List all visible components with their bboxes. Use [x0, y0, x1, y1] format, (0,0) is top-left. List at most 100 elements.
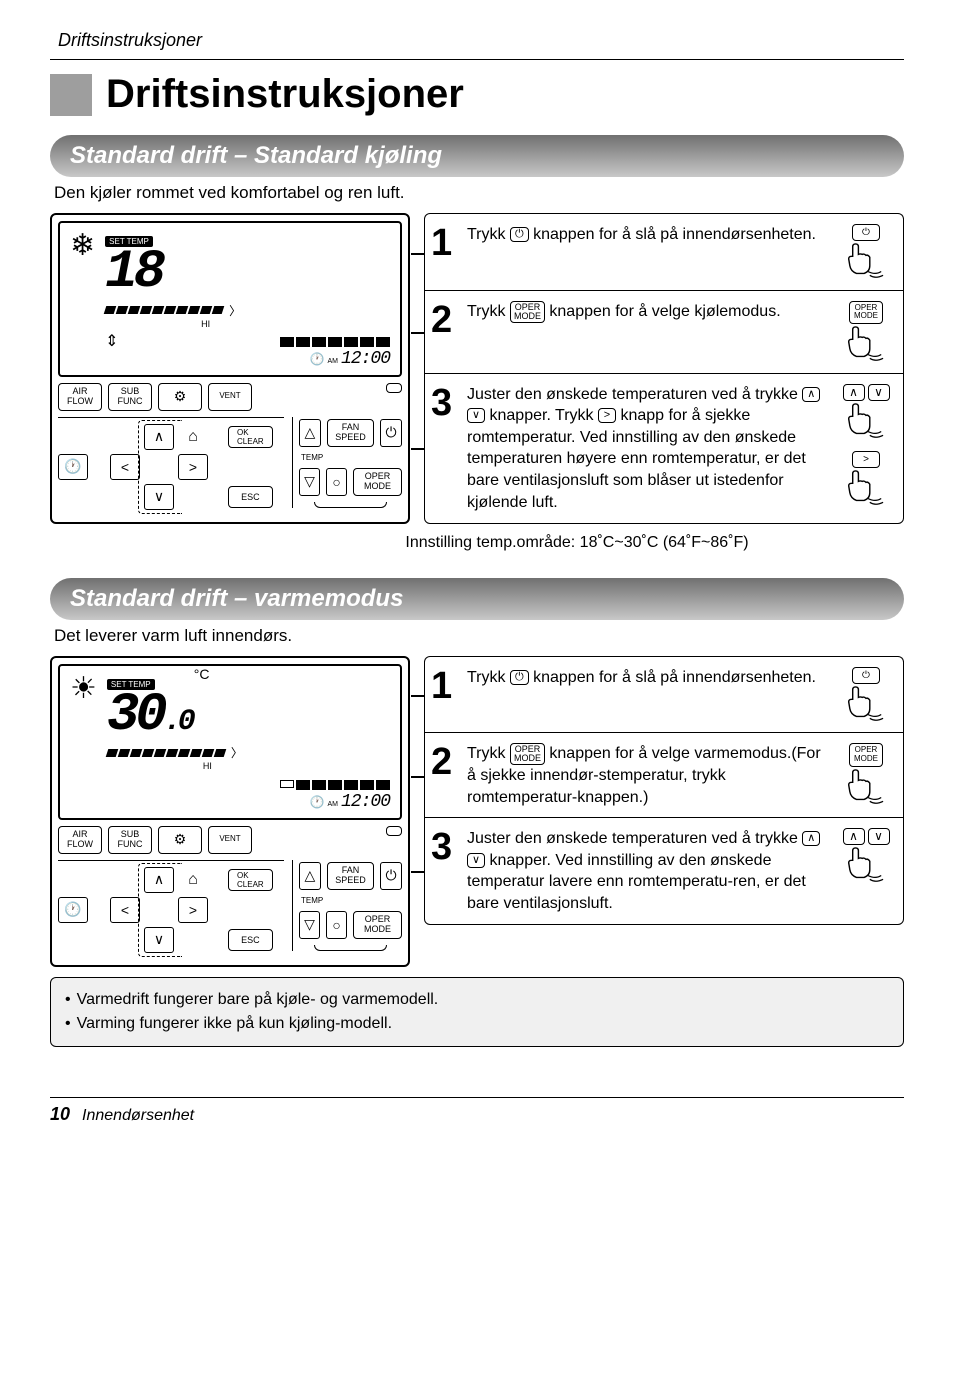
hand-up-button: ∧ — [843, 384, 865, 401]
bullet: • — [65, 1012, 71, 1036]
hand-pointer-icon — [845, 326, 887, 364]
okclear-button[interactable]: OK CLEAR — [228, 426, 273, 448]
section1-steps: 1 Trykk ⏻ knappen for å slå på innendørs… — [424, 213, 904, 523]
section1-title: Standard drift – Standard kjøling — [50, 135, 904, 177]
running-head: Driftsinstruksjoner — [50, 30, 904, 51]
left-button[interactable]: < — [110, 897, 140, 923]
section2-content: ☀ SET TEMP 30.0 °C 〉 HI — [50, 656, 904, 967]
settings-gear-button[interactable]: ⚙ — [158, 826, 202, 854]
step-number: 3 — [431, 384, 457, 422]
temp-down-button[interactable]: ▽ — [299, 911, 320, 939]
clock-icon: 🕐 — [310, 795, 325, 809]
section2-title: Standard drift – varmemodus — [50, 578, 904, 620]
inline-power-icon: ⏻ — [510, 227, 529, 242]
step-number: 3 — [431, 828, 457, 866]
note-text: Varming fungerer ikke på kun kjøling-mod… — [77, 1012, 392, 1036]
swing-indicator-icon: ⇕ — [105, 331, 241, 351]
temp-label: TEMP — [299, 453, 323, 462]
section1-content: ❄ SET TEMP 18 〉 HI ⇕ — [50, 213, 904, 524]
step-text: Juster den ønskede temperaturen ved å tr… — [467, 384, 829, 514]
hand-pointer-icon — [845, 243, 887, 281]
esc-button[interactable]: ESC — [228, 929, 273, 951]
ampm: AM — [327, 801, 338, 808]
inline-power-icon: ⏻ — [510, 670, 529, 685]
down-button[interactable]: ∨ — [144, 484, 174, 510]
hand-up-button: ∧ — [843, 828, 865, 845]
inline-opermode-icon: OPER MODE — [510, 301, 545, 323]
remote-illustration: ❄ SET TEMP 18 〉 HI ⇕ — [50, 213, 410, 524]
step-box: 2 Trykk OPER MODE knappen for å velge va… — [424, 732, 904, 818]
hand-pointer-icon — [845, 769, 887, 807]
footer-title: Innendørsenhet — [82, 1107, 194, 1125]
power-button[interactable]: ⏻ — [380, 862, 402, 890]
circle-button[interactable]: ○ — [326, 911, 347, 939]
step-number: 2 — [431, 743, 457, 781]
hand-power-button: ⏻ — [852, 224, 880, 241]
temp-down-button[interactable]: ▽ — [299, 468, 320, 496]
lcd-temp-value: 18 — [105, 249, 241, 298]
remote-illustration-2: ☀ SET TEMP 30.0 °C 〉 HI — [50, 656, 410, 967]
fanspeed-button[interactable]: FAN SPEED — [327, 419, 374, 447]
left-button[interactable]: < — [110, 454, 140, 480]
right-button[interactable]: > — [178, 897, 208, 923]
temp-label: TEMP — [299, 896, 323, 905]
title-square — [50, 74, 92, 116]
up-button[interactable]: ∧ — [144, 867, 174, 893]
hand-right-button: > — [852, 451, 880, 468]
inline-down-icon: ∨ — [467, 408, 485, 423]
lower-controls-2: 🕐 ∧ ⌂ < > ∨ — [58, 860, 284, 959]
right-panel-2: △ FAN SPEED ⏻ TEMP ▽ ○ OPER MODE — [292, 860, 402, 951]
right-button[interactable]: > — [178, 454, 208, 480]
circle-button[interactable]: ○ — [326, 468, 347, 496]
vent-button[interactable]: VENT — [208, 383, 252, 411]
fanspeed-button[interactable]: FAN SPEED — [327, 862, 374, 890]
step-box: 1 Trykk ⏻ knappen for å slå på innendørs… — [424, 656, 904, 734]
airflow-button[interactable]: AIR FLOW — [58, 383, 102, 411]
temp-up-button[interactable]: △ — [299, 862, 321, 890]
lcd-temp-value-2: 30.0 — [107, 692, 192, 741]
lcd-clock-2: 🕐 AM 12:00 — [280, 780, 390, 812]
step-number: 1 — [431, 667, 457, 705]
temp-range-note: Innstilling temp.område: 18˚C~30˚C (64˚F… — [250, 534, 904, 552]
timer-button[interactable]: 🕐 — [58, 454, 88, 480]
up-button[interactable]: ∧ — [144, 424, 174, 450]
inline-up-icon: ∧ — [802, 387, 820, 402]
header-rule — [50, 59, 904, 60]
remote-buttons-2: AIR FLOW SUB FUNC ⚙ VENT 🕐 ∧ ⌂ — [58, 826, 402, 959]
step-text: Trykk ⏻ knappen for å slå på innendørsen… — [467, 667, 829, 689]
subfunc-button[interactable]: SUB FUNC — [108, 383, 152, 411]
okclear-button[interactable]: OK CLEAR — [228, 869, 273, 891]
timer-button[interactable]: 🕐 — [58, 897, 88, 923]
step-box: 1 Trykk ⏻ knappen for å slå på innendørs… — [424, 213, 904, 291]
fan-bar: 〉 — [105, 302, 241, 319]
mode-sun-icon: ☀ — [70, 674, 97, 704]
step-number: 1 — [431, 224, 457, 262]
inline-opermode-icon: OPER MODE — [510, 743, 545, 765]
settings-gear-button[interactable]: ⚙ — [158, 383, 202, 411]
temp-up-button[interactable]: △ — [299, 419, 321, 447]
hand-down-button: ∨ — [868, 384, 890, 401]
subfunc-button[interactable]: SUB FUNC — [108, 826, 152, 854]
hand-opermode-button: OPER MODE — [849, 743, 883, 767]
indicator-led — [386, 826, 402, 836]
bullet: • — [65, 988, 71, 1012]
opermode-button[interactable]: OPER MODE — [353, 468, 402, 496]
power-button[interactable]: ⏻ — [380, 419, 402, 447]
inline-right-icon: > — [598, 408, 616, 423]
vent-button[interactable]: VENT — [208, 826, 252, 854]
lower-controls: 🕐 ∧ ⌂ < > ∨ — [58, 417, 284, 516]
clock-value: 12:00 — [341, 792, 390, 812]
down-button[interactable]: ∨ — [144, 927, 174, 953]
airflow-button[interactable]: AIR FLOW — [58, 826, 102, 854]
step-text: Trykk OPER MODE knappen for å velge kjøl… — [467, 301, 829, 323]
esc-button[interactable]: ESC — [228, 486, 273, 508]
page-number: 10 — [50, 1104, 70, 1125]
step-box: 2 Trykk OPER MODE knappen for å velge kj… — [424, 290, 904, 375]
hand-down-button: ∨ — [868, 828, 890, 845]
opermode-button[interactable]: OPER MODE — [353, 911, 402, 939]
step-box: 3 Juster den ønskede temperaturen ved å … — [424, 373, 904, 525]
celsius-label: °C — [194, 666, 210, 682]
clock-value: 12:00 — [341, 349, 390, 369]
hand-pointer-icon — [845, 470, 887, 508]
clock-icon: 🕐 — [310, 352, 325, 366]
